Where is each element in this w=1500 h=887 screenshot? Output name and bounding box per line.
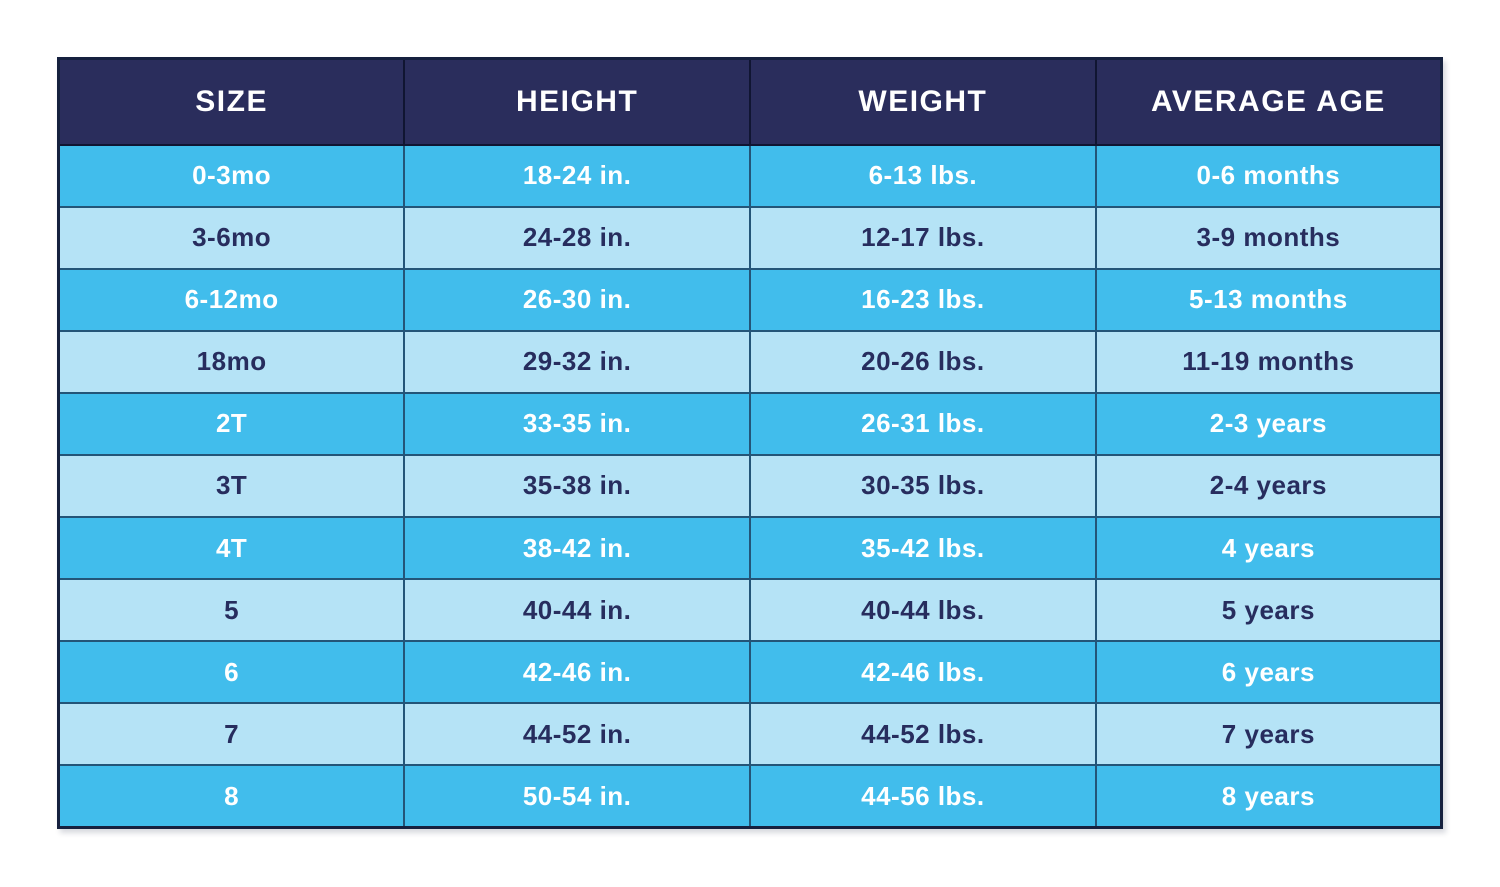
table-row: 2T 33-35 in. 26-31 lbs. 2-3 years <box>57 391 1443 456</box>
cell-height: 29-32 in. <box>403 329 751 394</box>
cell-size: 3-6mo <box>57 205 406 270</box>
column-header-height: HEIGHT <box>403 57 751 146</box>
cell-age: 5-13 months <box>1094 267 1443 332</box>
cell-weight: 12-17 lbs. <box>749 205 1097 270</box>
table-row: 3-6mo 24-28 in. 12-17 lbs. 3-9 months <box>57 205 1443 270</box>
header-row: SIZE HEIGHT WEIGHT AVERAGE AGE <box>57 57 1443 146</box>
cell-age: 5 years <box>1094 578 1443 643</box>
cell-height: 42-46 in. <box>403 640 751 705</box>
cell-size: 8 <box>57 764 406 829</box>
cell-size: 5 <box>57 578 406 643</box>
cell-weight: 6-13 lbs. <box>749 143 1097 208</box>
cell-size: 4T <box>57 515 406 581</box>
cell-size: 18mo <box>57 329 406 394</box>
cell-age: 0-6 months <box>1094 143 1443 208</box>
cell-age: 11-19 months <box>1094 329 1443 394</box>
cell-height: 18-24 in. <box>403 143 751 208</box>
cell-height: 50-54 in. <box>403 764 751 829</box>
table-row: 8 50-54 in. 44-56 lbs. 8 years <box>57 764 1443 829</box>
cell-size: 7 <box>57 702 406 767</box>
table-row: 0-3mo 18-24 in. 6-13 lbs. 0-6 months <box>57 143 1443 208</box>
cell-weight: 30-35 lbs. <box>749 453 1097 518</box>
cell-height: 38-42 in. <box>403 515 751 581</box>
table-body: 0-3mo 18-24 in. 6-13 lbs. 0-6 months 3-6… <box>57 143 1443 829</box>
cell-age: 7 years <box>1094 702 1443 767</box>
cell-size: 6-12mo <box>57 267 406 332</box>
table-row: 3T 35-38 in. 30-35 lbs. 2-4 years <box>57 453 1443 518</box>
cell-age: 6 years <box>1094 640 1443 705</box>
cell-weight: 44-52 lbs. <box>749 702 1097 767</box>
cell-weight: 35-42 lbs. <box>749 515 1097 581</box>
cell-weight: 44-56 lbs. <box>749 764 1097 829</box>
table-row: 7 44-52 in. 44-52 lbs. 7 years <box>57 702 1443 767</box>
cell-age: 2-3 years <box>1094 391 1443 456</box>
table-row: 4T 38-42 in. 35-42 lbs. 4 years <box>57 515 1443 581</box>
cell-weight: 26-31 lbs. <box>749 391 1097 456</box>
table-row: 6-12mo 26-30 in. 16-23 lbs. 5-13 months <box>57 267 1443 332</box>
cell-height: 40-44 in. <box>403 578 751 643</box>
cell-age: 3-9 months <box>1094 205 1443 270</box>
cell-height: 26-30 in. <box>403 267 751 332</box>
cell-size: 2T <box>57 391 406 456</box>
cell-size: 6 <box>57 640 406 705</box>
cell-height: 33-35 in. <box>403 391 751 456</box>
cell-weight: 42-46 lbs. <box>749 640 1097 705</box>
cell-weight: 20-26 lbs. <box>749 329 1097 394</box>
cell-age: 2-4 years <box>1094 453 1443 518</box>
cell-size: 0-3mo <box>57 143 406 208</box>
cell-size: 3T <box>57 453 406 518</box>
cell-weight: 40-44 lbs. <box>749 578 1097 643</box>
cell-height: 35-38 in. <box>403 453 751 518</box>
column-header-average-age: AVERAGE AGE <box>1094 57 1443 146</box>
column-header-weight: WEIGHT <box>749 57 1097 146</box>
table-row: 18mo 29-32 in. 20-26 lbs. 11-19 months <box>57 329 1443 394</box>
cell-age: 4 years <box>1094 515 1443 581</box>
table-row: 5 40-44 in. 40-44 lbs. 5 years <box>57 578 1443 643</box>
table-row: 6 42-46 in. 42-46 lbs. 6 years <box>57 640 1443 705</box>
cell-age: 8 years <box>1094 764 1443 829</box>
column-header-size: SIZE <box>57 57 406 146</box>
size-chart-table: SIZE HEIGHT WEIGHT AVERAGE AGE 0-3mo 18-… <box>57 57 1443 829</box>
cell-height: 44-52 in. <box>403 702 751 767</box>
cell-weight: 16-23 lbs. <box>749 267 1097 332</box>
cell-height: 24-28 in. <box>403 205 751 270</box>
table-header: SIZE HEIGHT WEIGHT AVERAGE AGE <box>57 57 1443 146</box>
